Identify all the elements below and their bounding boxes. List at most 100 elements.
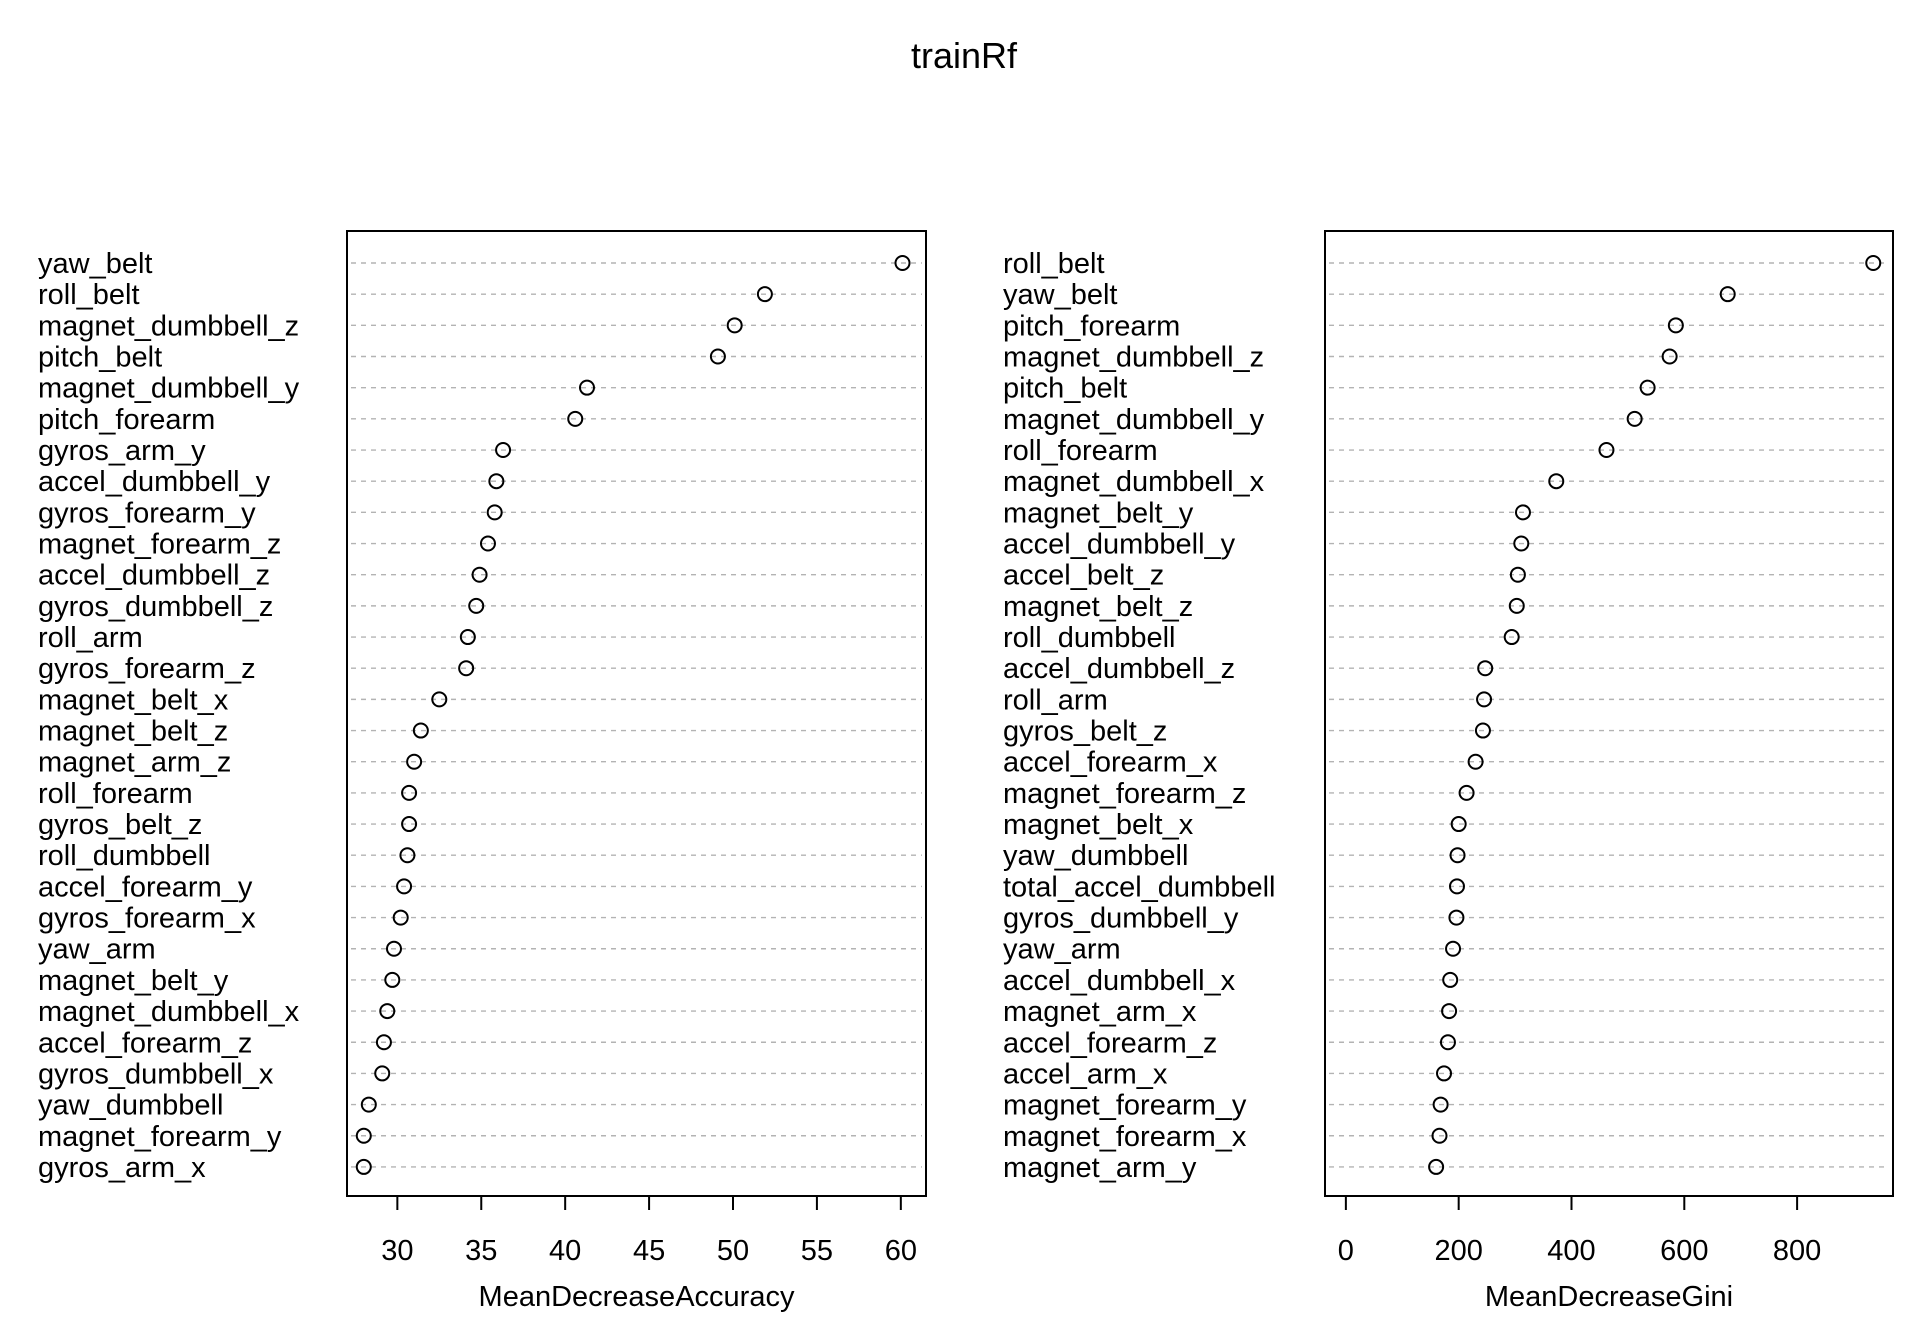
- acc-point: [567, 410, 584, 427]
- acc-point: [459, 629, 476, 646]
- gini-point: [1503, 629, 1520, 646]
- acc-row-label: roll_belt: [38, 279, 140, 311]
- gini-row-label: roll_dumbbell: [1003, 622, 1176, 654]
- gini-row-label: magnet_belt_y: [1003, 497, 1194, 529]
- gini-x-tick-label: 200: [1434, 1235, 1482, 1267]
- gini-point: [1477, 660, 1494, 677]
- acc-point: [486, 504, 503, 521]
- acc-point: [471, 566, 488, 583]
- gini-row-label: accel_belt_z: [1003, 560, 1164, 592]
- gini-point: [1441, 1003, 1458, 1020]
- acc-x-tick-label: 30: [381, 1235, 413, 1267]
- gini-row-label: magnet_belt_z: [1003, 591, 1193, 623]
- acc-x-tick-label: 50: [717, 1235, 749, 1267]
- acc-point: [431, 691, 448, 708]
- gini-row-label: accel_arm_x: [1003, 1058, 1168, 1090]
- acc-row-label: yaw_dumbbell: [38, 1090, 223, 1122]
- gini-row-label: magnet_arm_y: [1003, 1152, 1197, 1184]
- gini-point: [1450, 816, 1467, 833]
- acc-point: [392, 909, 409, 926]
- gini-point: [1639, 379, 1656, 396]
- acc-point: [488, 473, 505, 490]
- acc-row-label: magnet_belt_x: [38, 684, 229, 716]
- gini-point: [1431, 1127, 1448, 1144]
- gini-x-tick-label: 800: [1773, 1235, 1821, 1267]
- gini-row-label: accel_forearm_x: [1003, 747, 1218, 779]
- acc-point: [355, 1127, 372, 1144]
- acc-row-label: gyros_arm_x: [38, 1152, 206, 1184]
- acc-point: [401, 816, 418, 833]
- acc-point: [374, 1065, 391, 1082]
- gini-row-label: magnet_forearm_y: [1003, 1090, 1247, 1122]
- acc-point: [412, 722, 429, 739]
- gini-point: [1432, 1096, 1449, 1113]
- gini-row-label: yaw_dumbbell: [1003, 840, 1188, 872]
- acc-row-label: magnet_belt_z: [38, 716, 228, 748]
- acc-point: [468, 597, 485, 614]
- gini-row-label: accel_dumbbell_z: [1003, 653, 1235, 685]
- gini-point: [1719, 286, 1736, 303]
- acc-row-label: roll_forearm: [38, 778, 193, 810]
- gini-point: [1513, 535, 1530, 552]
- gini-x-tick-label: 0: [1338, 1235, 1354, 1267]
- acc-point: [399, 847, 416, 864]
- acc-row-label: yaw_belt: [38, 248, 152, 280]
- gini-row-label: roll_arm: [1003, 684, 1108, 716]
- acc-point: [401, 784, 418, 801]
- gini-row-label: magnet_arm_x: [1003, 996, 1197, 1028]
- acc-x-tick-label: 55: [801, 1235, 833, 1267]
- gini-row-label: yaw_belt: [1003, 279, 1117, 311]
- acc-x-tick-label: 35: [465, 1235, 497, 1267]
- acc-row-label: magnet_dumbbell_z: [38, 310, 299, 342]
- acc-row-label: gyros_forearm_x: [38, 903, 256, 935]
- gini-row-label: gyros_dumbbell_y: [1003, 903, 1239, 935]
- acc-x-axis-title: MeanDecreaseAccuracy: [479, 1281, 795, 1313]
- acc-plot-frame: [346, 230, 927, 1197]
- acc-point: [379, 1003, 396, 1020]
- gini-row-label: roll_forearm: [1003, 435, 1158, 467]
- acc-row-label: magnet_forearm_z: [38, 529, 281, 561]
- acc-row-label: yaw_arm: [38, 934, 156, 966]
- gini-point: [1508, 597, 1525, 614]
- acc-point: [406, 753, 423, 770]
- gini-row-label: pitch_forearm: [1003, 310, 1180, 342]
- acc-point: [384, 971, 401, 988]
- acc-row-label: gyros_dumbbell_z: [38, 591, 273, 623]
- acc-point: [495, 442, 512, 459]
- acc-row-label: gyros_forearm_y: [38, 497, 256, 529]
- gini-point: [1598, 442, 1615, 459]
- acc-row-label: magnet_arm_z: [38, 747, 231, 779]
- acc-point: [355, 1158, 372, 1175]
- gini-panel: roll_beltyaw_beltpitch_forearmmagnet_dum…: [1003, 230, 1894, 1313]
- gini-point: [1661, 348, 1678, 365]
- acc-row-label: magnet_forearm_y: [38, 1121, 282, 1153]
- gini-point: [1476, 691, 1493, 708]
- gini-point: [1439, 1034, 1456, 1051]
- acc-row-label: accel_dumbbell_y: [38, 466, 271, 498]
- gini-x-axis-title: MeanDecreaseGini: [1485, 1281, 1733, 1313]
- acc-row-label: accel_dumbbell_z: [38, 560, 270, 592]
- gini-row-label: magnet_dumbbell_y: [1003, 404, 1265, 436]
- gini-point: [1442, 971, 1459, 988]
- gini-row-label: accel_dumbbell_x: [1003, 965, 1236, 997]
- gini-row-label: magnet_belt_x: [1003, 809, 1194, 841]
- acc-point: [360, 1096, 377, 1113]
- acc-row-label: pitch_belt: [38, 342, 162, 374]
- acc-point: [385, 940, 402, 957]
- gini-point: [1865, 255, 1882, 271]
- gini-point: [1428, 1158, 1445, 1175]
- gini-point: [1667, 317, 1684, 334]
- gini-row-label: gyros_belt_z: [1003, 716, 1167, 748]
- acc-row-label: gyros_forearm_z: [38, 653, 256, 685]
- acc-point: [458, 660, 475, 677]
- gini-point: [1467, 753, 1484, 770]
- acc-row-label: accel_forearm_z: [38, 1027, 252, 1059]
- chart-title: trainRf: [911, 35, 1018, 76]
- acc-point: [375, 1034, 392, 1051]
- gini-point: [1445, 940, 1462, 957]
- gini-row-label: magnet_dumbbell_x: [1003, 466, 1265, 498]
- acc-row-label: gyros_dumbbell_x: [38, 1058, 274, 1090]
- gini-row-label: magnet_forearm_x: [1003, 1121, 1247, 1153]
- acc-x-tick-label: 45: [633, 1235, 665, 1267]
